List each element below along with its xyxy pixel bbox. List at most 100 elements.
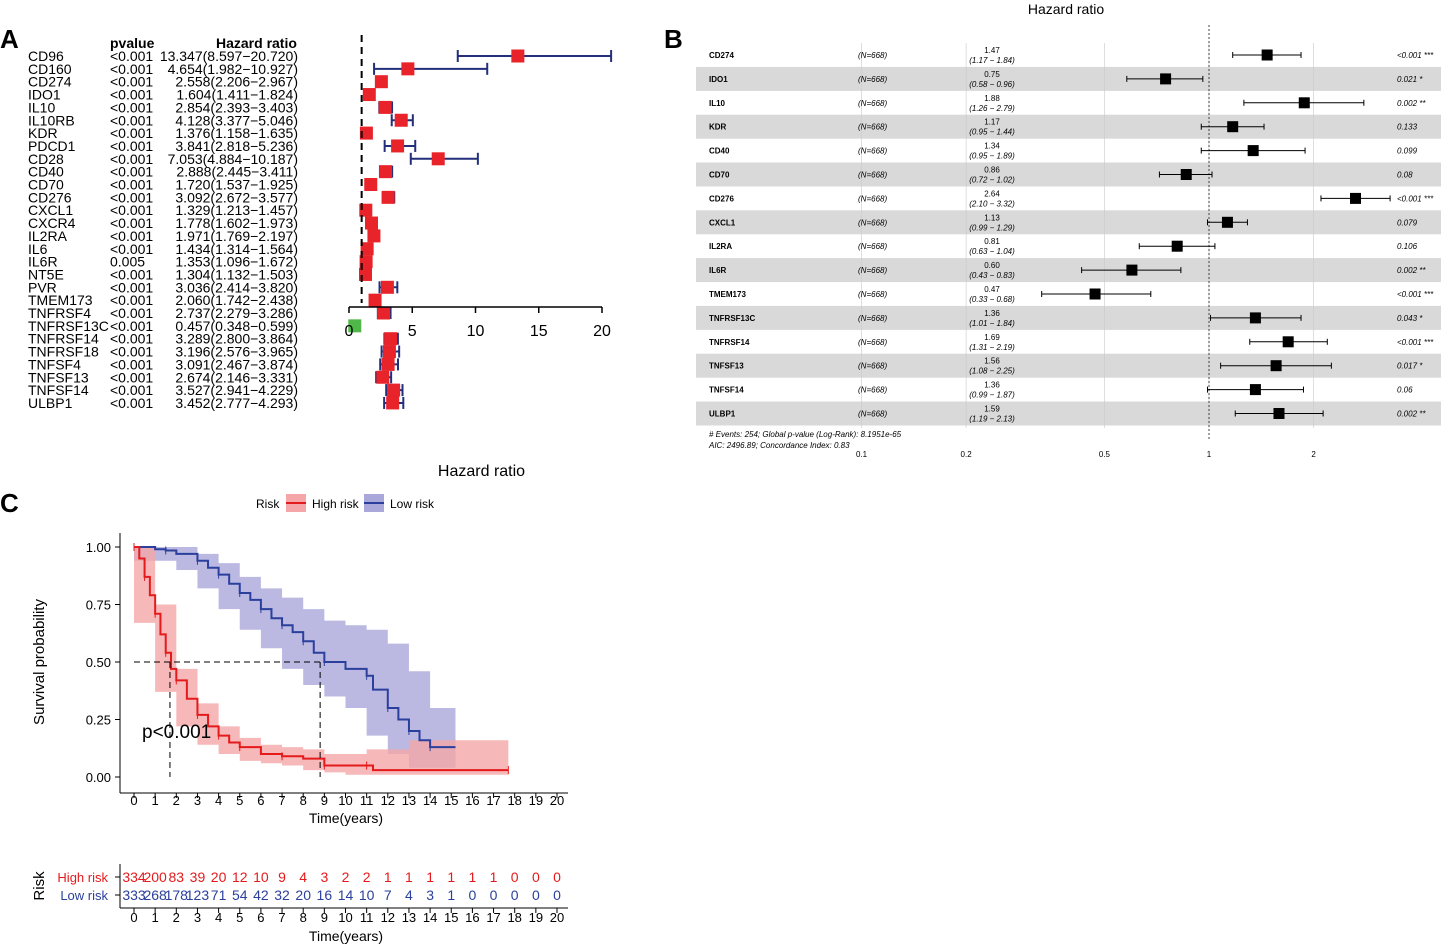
panel-a-point [387,383,401,397]
panel-c-x-tick-label: 9 [321,793,328,808]
panel-c-risk-low-count: 32 [274,887,290,903]
panel-a-pvalue: <0.001 [110,164,153,180]
panel-b-pvalue: 0.133 [1397,123,1418,132]
panel-c-risk-high-count: 1 [490,869,498,885]
panel-a-gene-label: IL2RA [28,228,68,244]
panel-b-row-band [696,401,1441,426]
panel-c-x-tick-label: 2 [173,793,180,808]
panel-a-hr-text: 1.604(1.411−1.824) [176,87,298,103]
panel-a-gene-label: IL10 [28,99,55,115]
panel-a-point [364,216,378,230]
panel-b-pvalue: 0.002 ** [1397,410,1426,419]
panel-a-hr-text: 4.654(1.982−10.927) [168,61,298,77]
panel-c-x-title: Time(years) [309,810,383,826]
panel-c-risk-high-count: 0 [511,869,519,885]
panel-b-gene-label: TMEM173 [709,290,746,299]
panel-c-risk-high-count: 200 [143,869,167,885]
panel-b-gene-label: CD70 [709,171,730,180]
panel-a-point [401,62,415,76]
panel-b-row-band [696,66,1441,91]
panel-b-n-label: (N=668) [858,362,887,371]
panel-c-risk-x-tick-label: 19 [529,910,543,925]
panel-a-x-tick-label: 5 [408,323,417,340]
panel-a-point [381,357,395,371]
panel-a-gene-label: CXCR4 [28,215,76,231]
panel-a-hr-text: 2.888(2.445−3.411) [176,164,298,180]
panel-c-risk-high-count: 1 [384,869,392,885]
panel-b-gene-label: IDO1 [709,75,728,84]
panel-c-risk-low-count: 4 [405,887,413,903]
panel-a-hr-text: 3.841(2.818−5.236) [175,138,298,154]
panel-a-pvalue: <0.001 [110,344,153,360]
panel-c-x-tick-label: 0 [130,793,137,808]
panel-c-risk-high-count: 334 [122,869,146,885]
panel-a-pvalue: <0.001 [110,61,153,77]
panel-a-pvalue: <0.001 [110,318,153,334]
panel-b-x-tick-label: 0.5 [1099,450,1111,459]
panel-a-hr-text: 4.128(3.377−5.046) [175,112,298,128]
panel-b-pvalue: 0.021 * [1397,75,1423,84]
panel-a-gene-label: TNFSF4 [28,356,81,372]
panel-b-ci-text: (1.26 − 2.79) [969,104,1015,113]
panel-b-gene-label: IL6R [709,266,727,275]
panel-a-pvalue: <0.001 [110,356,153,372]
panel-a-hr-text: 2.737(2.279−3.286) [175,305,298,321]
panel-c-risk-x-tick-label: 12 [381,910,395,925]
panel-c-y-tick-label: 0.75 [86,598,111,613]
panel-b-ci-text: (0.95 − 1.89) [969,152,1015,161]
panel-a-x-title: Hazard ratio [438,463,525,480]
panel-a-pvalue: <0.001 [110,331,153,347]
panel-b-pvalue: <0.001 *** [1397,51,1434,60]
panel-a-pvalue: <0.001 [110,305,153,321]
panel-a-x-tick-label: 20 [593,323,611,340]
panel-c-risk-x-tick-label: 11 [360,910,374,925]
panel-c-y-title: Survival probability [31,599,48,725]
panel-a-pvalue: <0.001 [110,87,153,103]
panel-a-gene-label: NT5E [28,266,64,282]
panel-c-risk-high-count: 1 [447,869,455,885]
panel-a-point [374,75,388,89]
panel-c-risk-high-count: 0 [532,869,540,885]
panel-b-n-label: (N=668) [858,75,887,84]
panel-c-risk-table-title: Risk [31,871,48,901]
panel-c-x-tick-label: 3 [194,793,201,808]
panel-a-point [391,139,405,153]
panel-a-point [359,126,373,140]
panel-a-gene-label: CD70 [28,177,64,193]
panel-b-title: Hazard ratio [1028,1,1104,17]
panel-a-hr-text: 1.376(1.158−1.635) [175,125,298,141]
panel-c-label: C [0,488,19,518]
panel-a-pvalue: <0.001 [110,395,153,411]
panel-c-x-tick-label: 20 [550,793,564,808]
panel-a-gene-label: CXCL1 [28,202,73,218]
panel-c-risk-high-count: 3 [320,869,328,885]
panel-b-gene-label: IL2RA [709,242,732,251]
panel-b-hr-text: 0.47 [984,285,1000,294]
panel-b-ci-text: (0.63 − 1.04) [969,247,1015,256]
panel-b-n-label: (N=668) [858,266,887,275]
panel-a-hr-text: 3.036(2.414−3.820) [175,279,298,295]
panel-a-point [384,332,398,346]
panel-c-risk-high-count: 20 [211,869,227,885]
panel-c-risk-x-tick-label: 9 [321,910,328,925]
panel-b-ci-text: (0.95 − 1.44) [969,128,1015,137]
panel-c-risk-low-count: 0 [469,887,477,903]
panel-b-hr-text: 1.69 [984,333,1000,342]
panel-a-point [394,113,408,127]
panel-c-risk-low-count: 71 [211,887,227,903]
panel-a-gene-label: CD96 [28,48,64,64]
panel-b-n-label: (N=668) [858,386,887,395]
panel-a-hr-text: 2.060(1.742−2.438) [175,292,298,308]
panel-c-risk-low-count: 0 [532,887,540,903]
panel-c-risk-x-tick-label: 10 [338,910,352,925]
panel-c-high-risk-curve [134,546,509,772]
panel-a-point [511,49,525,63]
panel-a-gene-label: KDR [28,125,58,141]
panel-a-point [382,345,396,359]
panel-b-gene-label: CD274 [709,51,734,60]
panel-b-point [1247,145,1259,157]
panel-c-risk-x-tick-label: 8 [300,910,307,925]
panel-b-gene-label: KDR [709,123,727,132]
panel-b-pvalue: 0.099 [1397,147,1418,156]
